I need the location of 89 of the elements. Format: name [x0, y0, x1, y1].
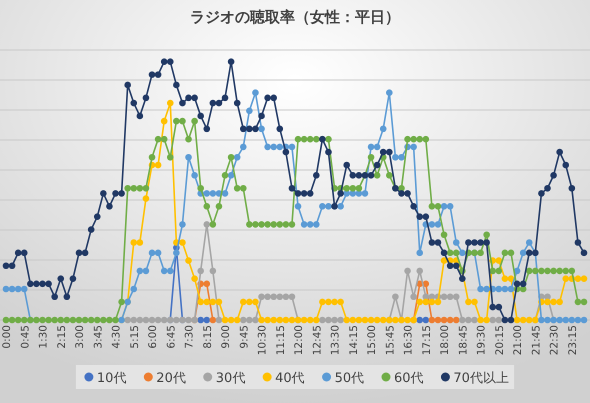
point [203, 316, 210, 324]
x-tick-label: 12:00 [293, 325, 306, 356]
point [130, 316, 138, 324]
point [148, 316, 156, 324]
point [465, 316, 472, 324]
x-tick-label: 20:15 [494, 325, 506, 356]
point [276, 293, 284, 300]
point [319, 316, 326, 324]
x-tick-label: 5:15 [128, 325, 141, 349]
point [416, 316, 424, 324]
point [160, 316, 168, 324]
legend-label: 60代 [394, 371, 424, 386]
point [337, 316, 344, 324]
x-tick-label: 3:00 [74, 325, 86, 349]
x-tick-label: 3:45 [92, 325, 104, 349]
x-tick-label: 12:45 [311, 325, 324, 356]
legend-label: 70代以上 [453, 371, 509, 386]
point [240, 316, 247, 324]
x-tick-label: 15:00 [366, 325, 378, 356]
point [422, 316, 430, 324]
legend-label: 20代 [156, 371, 186, 386]
x-tick-label: 11:15 [274, 325, 287, 356]
point [440, 316, 448, 324]
x-tick-label: 6:00 [147, 325, 160, 349]
x-tick-label: 21:00 [512, 325, 524, 356]
x-tick-label: 18:00 [439, 325, 452, 356]
legend-label: 50代 [334, 371, 364, 386]
x-tick-label: 9:00 [220, 325, 232, 349]
point [446, 316, 454, 324]
point [197, 268, 204, 274]
x-tick-label: 13:30 [330, 325, 342, 356]
x-tick-label: 4:30 [110, 325, 123, 349]
point [210, 316, 216, 324]
point [392, 293, 399, 300]
point [185, 316, 192, 324]
x-tick-label: 15:45 [384, 325, 396, 356]
x-tick-label: 16:30 [402, 325, 415, 356]
point [452, 316, 460, 324]
point [489, 316, 496, 324]
point [325, 316, 332, 324]
legend-label: 40代 [275, 371, 305, 386]
x-tick-label: 17:15 [420, 325, 433, 356]
chart-title: ラジオの聴取率（女性：平日） [190, 8, 400, 26]
x-tick-label: 23:15 [566, 325, 579, 356]
x-tick-label: 6:45 [165, 325, 178, 349]
x-tick-label: 1:30 [38, 325, 50, 349]
x-tick-label: 8:15 [202, 325, 214, 349]
point [410, 293, 417, 300]
point [446, 293, 454, 300]
x-tick-label: 18:45 [457, 325, 470, 356]
x-tick-label: 0:00 [1, 325, 13, 349]
point [197, 316, 204, 324]
point [124, 316, 131, 324]
x-tick-label: 19:30 [476, 325, 488, 356]
point [331, 316, 338, 324]
point [252, 316, 259, 324]
point [216, 316, 222, 324]
x-tick-label: 21:45 [530, 325, 542, 356]
point [282, 293, 290, 300]
point [203, 221, 210, 228]
x-tick-label: 7:30 [184, 325, 196, 349]
point [459, 316, 466, 324]
x-tick-label: 0:45 [19, 325, 32, 349]
point [210, 268, 216, 274]
point [203, 280, 210, 288]
x-tick-label: 2:15 [56, 325, 68, 349]
point [264, 293, 271, 300]
x-tick-label: 10:30 [256, 325, 269, 356]
legend-label: 10代 [96, 371, 126, 386]
point [154, 316, 162, 324]
point [270, 293, 278, 300]
point [142, 316, 150, 324]
point [258, 293, 265, 300]
point [496, 316, 502, 324]
point [404, 268, 411, 274]
point [288, 293, 296, 300]
point [434, 316, 442, 324]
point [173, 316, 180, 324]
x-tick-label: 22:30 [548, 325, 561, 356]
point [246, 316, 253, 324]
x-tick-label: 9:45 [238, 325, 250, 349]
point [440, 293, 448, 300]
point [428, 316, 436, 324]
point [452, 293, 460, 300]
x-tick-label: 14:15 [348, 325, 360, 356]
legend-label: 30代 [216, 371, 246, 386]
point [416, 268, 424, 274]
point [471, 316, 478, 324]
point [136, 316, 144, 324]
